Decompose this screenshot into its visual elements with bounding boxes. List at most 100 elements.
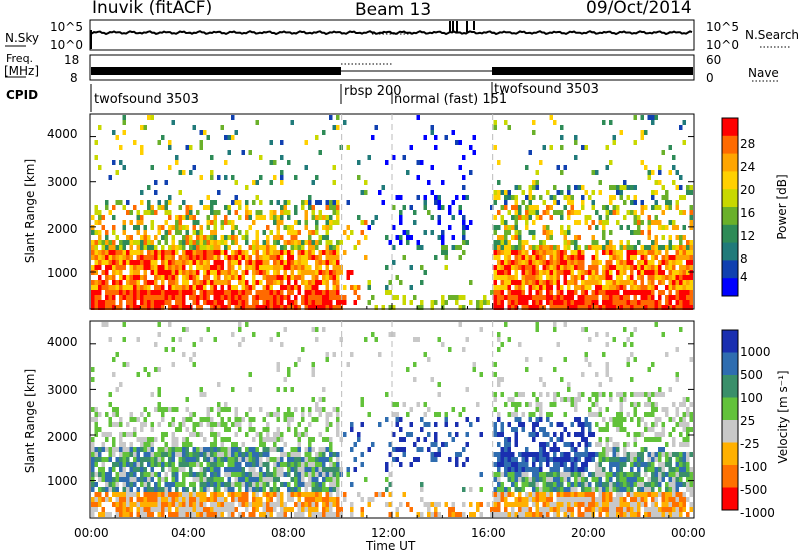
heatmap-cell bbox=[602, 245, 606, 250]
heatmap-cell bbox=[689, 225, 693, 230]
heatmap-cell bbox=[238, 300, 242, 305]
heatmap-cell bbox=[633, 140, 637, 145]
heatmap-cell bbox=[406, 170, 410, 175]
heatmap-cell bbox=[119, 280, 123, 285]
heatmap-cell bbox=[633, 290, 637, 295]
heatmap-cell bbox=[651, 285, 655, 290]
heatmap-cell bbox=[672, 225, 676, 230]
heatmap-cell bbox=[609, 417, 613, 422]
heatmap-cell bbox=[108, 245, 112, 250]
heatmap-cell bbox=[535, 322, 539, 327]
heatmap-cell bbox=[542, 452, 546, 457]
heatmap-cell bbox=[560, 422, 564, 427]
heatmap-cell bbox=[469, 487, 473, 492]
heatmap-cell bbox=[101, 497, 105, 502]
heatmap-cell bbox=[507, 190, 511, 195]
heatmap-cell bbox=[556, 482, 560, 487]
heatmap-cell bbox=[612, 457, 616, 462]
heatmap-cell bbox=[252, 497, 256, 502]
heatmap-cell bbox=[105, 477, 109, 482]
heatmap-cell bbox=[329, 250, 333, 255]
heatmap-cell bbox=[210, 270, 214, 275]
heatmap-cell bbox=[577, 472, 581, 477]
heatmap-cell bbox=[196, 210, 200, 215]
heatmap-cell bbox=[290, 487, 294, 492]
heatmap-cell bbox=[273, 160, 277, 165]
heatmap-cell bbox=[248, 447, 252, 452]
heatmap-cell bbox=[203, 482, 207, 487]
heatmap-cell bbox=[161, 407, 165, 412]
heatmap-cell bbox=[262, 250, 266, 255]
heatmap-cell bbox=[493, 265, 497, 270]
heatmap-cell bbox=[399, 462, 403, 467]
heatmap-cell bbox=[143, 275, 147, 280]
heatmap-cell bbox=[581, 205, 585, 210]
heatmap-cell bbox=[644, 250, 648, 255]
heatmap-cell bbox=[203, 457, 207, 462]
heatmap-cell bbox=[651, 452, 655, 457]
heatmap-cell bbox=[504, 447, 508, 452]
heatmap-cell bbox=[497, 382, 501, 387]
heatmap-cell bbox=[350, 427, 354, 432]
heatmap-cell bbox=[301, 502, 305, 507]
heatmap-cell bbox=[220, 295, 224, 300]
heatmap-cell bbox=[329, 240, 333, 245]
heatmap-cell bbox=[98, 467, 102, 472]
heatmap-cell bbox=[322, 225, 326, 230]
heatmap-cell bbox=[392, 225, 396, 230]
heatmap-cell bbox=[619, 130, 623, 135]
heatmap-cell bbox=[220, 437, 224, 442]
power-cbar-tick: 8 bbox=[740, 252, 748, 266]
heatmap-cell bbox=[147, 305, 151, 310]
heatmap-cell bbox=[112, 295, 116, 300]
heatmap-cell bbox=[598, 260, 602, 265]
heatmap-cell bbox=[238, 245, 242, 250]
heatmap-cell bbox=[581, 392, 585, 397]
heatmap-cell bbox=[574, 285, 578, 290]
heatmap-cell bbox=[560, 462, 564, 467]
heatmap-cell bbox=[679, 175, 683, 180]
heatmap-cell bbox=[241, 255, 245, 260]
heatmap-cell bbox=[598, 437, 602, 442]
heatmap-cell bbox=[462, 462, 466, 467]
heatmap-cell bbox=[182, 442, 186, 447]
heatmap-cell bbox=[535, 270, 539, 275]
heatmap-cell bbox=[553, 120, 557, 125]
heatmap-cell bbox=[682, 452, 686, 457]
heatmap-cell bbox=[609, 160, 613, 165]
heatmap-cell bbox=[182, 452, 186, 457]
heatmap-cell bbox=[640, 265, 644, 270]
heatmap-cell bbox=[497, 190, 501, 195]
heatmap-cell bbox=[266, 300, 270, 305]
heatmap-cell bbox=[182, 462, 186, 467]
heatmap-cell bbox=[122, 502, 126, 507]
heatmap-cell bbox=[644, 497, 648, 502]
heatmap-cell bbox=[409, 462, 413, 467]
heatmap-cell bbox=[651, 512, 655, 517]
heatmap-cell bbox=[651, 190, 655, 195]
heatmap-cell bbox=[595, 255, 599, 260]
heatmap-cell bbox=[168, 285, 172, 290]
heatmap-cell bbox=[322, 260, 326, 265]
heatmap-cell bbox=[234, 255, 238, 260]
noise-spike bbox=[452, 21, 454, 32]
heatmap-cell bbox=[161, 487, 165, 492]
heatmap-cell bbox=[273, 295, 277, 300]
heatmap-cell bbox=[448, 295, 452, 300]
heatmap-cell bbox=[168, 487, 172, 492]
heatmap-cell bbox=[231, 270, 235, 275]
heatmap-cell bbox=[598, 290, 602, 295]
heatmap-cell bbox=[357, 215, 361, 220]
heatmap-cell bbox=[245, 255, 249, 260]
heatmap-cell bbox=[136, 502, 140, 507]
heatmap-cell bbox=[287, 367, 291, 372]
heatmap-cell bbox=[493, 407, 497, 412]
heatmap-cell bbox=[504, 462, 508, 467]
heatmap-cell bbox=[535, 250, 539, 255]
heatmap-cell bbox=[507, 300, 511, 305]
heatmap-cell bbox=[336, 125, 340, 130]
heatmap-cell bbox=[248, 210, 252, 215]
heatmap-cell bbox=[686, 275, 690, 280]
heatmap-cell bbox=[493, 300, 497, 305]
heatmap-cell bbox=[546, 417, 550, 422]
